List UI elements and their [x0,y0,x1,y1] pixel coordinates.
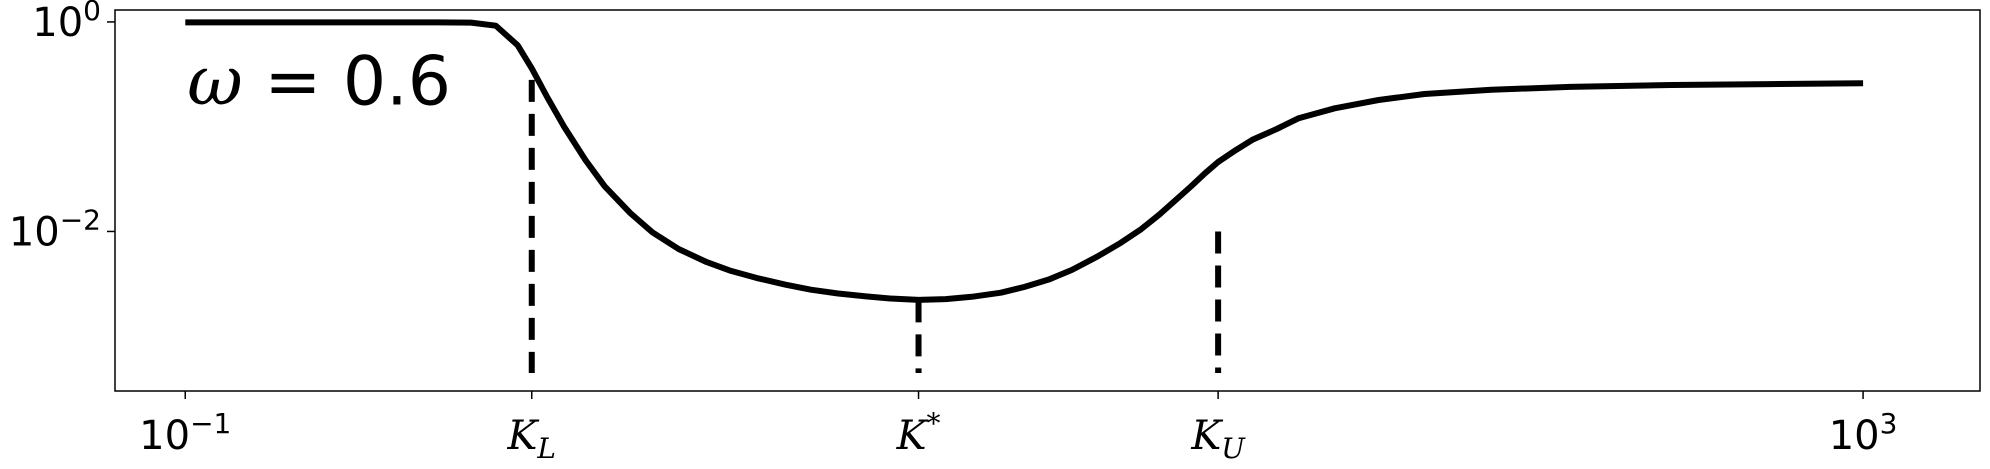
x-tick-label: KL [507,413,556,465]
x-tick-label: KU [1190,413,1246,465]
x-tick-label: 10−1 [139,407,231,459]
x-tick-label: K* [896,407,941,459]
y-tick-label: 100 [32,0,101,46]
plot-frame [114,9,1981,392]
omega-annotation: ω = 0.6 [187,43,451,122]
data-series-line [185,19,1864,303]
x-tick-label: 103 [1829,407,1898,459]
y-tick-label: 10−2 [9,203,101,255]
